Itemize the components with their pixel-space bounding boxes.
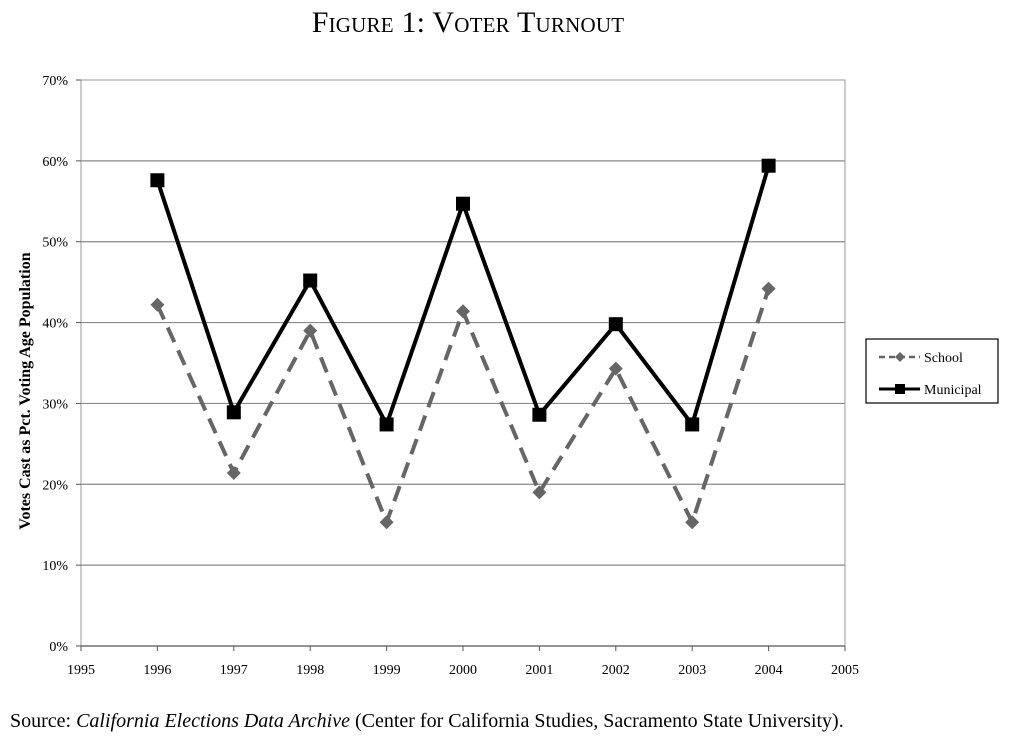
x-tick-label: 2000 bbox=[449, 663, 477, 678]
x-tick-label: 2002 bbox=[602, 663, 630, 678]
source-prefix: Source: bbox=[10, 710, 77, 732]
figure-title: Figure 1: Voter Turnout bbox=[311, 6, 625, 39]
source-suffix: (Center for California Studies, Sacramen… bbox=[349, 710, 844, 732]
plot-frame bbox=[80, 79, 846, 647]
municipal-point bbox=[379, 417, 394, 432]
x-tick-label: 2005 bbox=[831, 663, 859, 678]
x-tick-label: 1999 bbox=[373, 663, 401, 678]
school-point bbox=[226, 465, 241, 480]
legend-municipal-marker bbox=[895, 384, 905, 394]
x-tick-label: 2004 bbox=[755, 663, 783, 678]
axes: 0% 10% 20% 30% 40% 50% 60% 70% 1995 1996 1997 1998 1… bbox=[42, 74, 859, 678]
legend-school-marker bbox=[895, 352, 905, 362]
y-tick-label: 0% bbox=[49, 640, 68, 655]
x-tick-label: 2001 bbox=[525, 663, 553, 678]
y-axis-label: Votes Cast as Pct. Voting Age Population bbox=[17, 252, 34, 529]
legend-municipal-label: Municipal bbox=[924, 383, 982, 398]
y-tick-label: 60% bbox=[42, 155, 68, 170]
municipal-point bbox=[150, 173, 165, 188]
school-point bbox=[150, 297, 165, 312]
municipal-point bbox=[303, 273, 318, 288]
x-tick-label: 1997 bbox=[220, 663, 248, 678]
school-point bbox=[608, 361, 623, 376]
source-archive-name: California Elections Data Archive bbox=[76, 710, 350, 732]
source-note: Source: California Elections Data Archiv… bbox=[10, 710, 844, 733]
school-point bbox=[761, 281, 776, 296]
school-point bbox=[532, 485, 547, 500]
y-tick-label: 70% bbox=[42, 74, 68, 89]
legend-box bbox=[865, 338, 999, 404]
gridlines bbox=[81, 160, 845, 566]
school-point bbox=[379, 515, 394, 530]
x-tick-label: 1996 bbox=[143, 663, 171, 678]
series bbox=[150, 158, 776, 530]
y-tick-label: 30% bbox=[42, 397, 68, 412]
legend-school-label: School bbox=[924, 351, 963, 366]
y-tick-label: 50% bbox=[42, 236, 68, 251]
y-tick-label: 40% bbox=[42, 317, 68, 332]
school-point bbox=[456, 304, 470, 319]
municipal-point bbox=[456, 196, 470, 211]
x-tick-label: 2003 bbox=[678, 663, 706, 678]
school-point bbox=[685, 515, 700, 530]
legend: School Municipal bbox=[865, 338, 999, 404]
municipal-point bbox=[608, 317, 623, 332]
municipal-point bbox=[761, 158, 776, 173]
municipal-point bbox=[685, 417, 700, 432]
y-tick-label: 20% bbox=[42, 478, 68, 493]
municipal-point bbox=[226, 405, 241, 420]
x-tick-label: 1995 bbox=[67, 663, 95, 678]
school-point bbox=[303, 323, 318, 338]
y-tick-label: 10% bbox=[42, 559, 68, 574]
municipal-point bbox=[532, 407, 547, 422]
x-tick-label: 1998 bbox=[296, 663, 324, 678]
